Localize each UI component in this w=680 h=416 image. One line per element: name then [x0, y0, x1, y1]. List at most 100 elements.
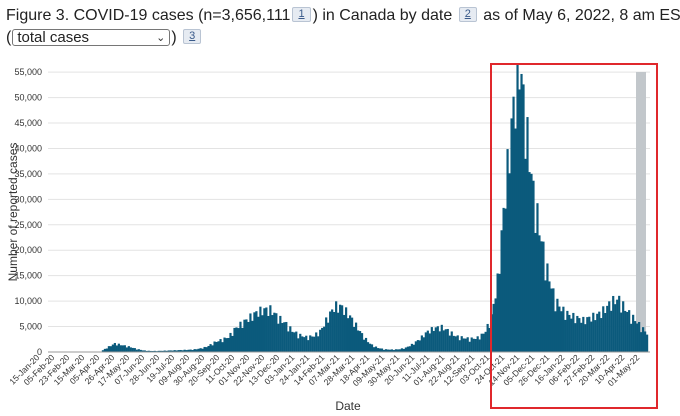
- case-bar: [412, 344, 415, 352]
- case-bar: [167, 350, 170, 352]
- case-bar: [528, 172, 531, 352]
- case-bar: [572, 312, 575, 352]
- case-bar: [301, 336, 304, 352]
- footnote-1-link[interactable]: 1: [292, 7, 311, 22]
- case-bar: [536, 203, 539, 352]
- case-bar: [512, 96, 515, 352]
- case-bar: [149, 350, 152, 352]
- case-bar: [566, 310, 569, 352]
- metric-select[interactable]: total cases ⌄: [12, 29, 171, 47]
- y-tick-label: 45,000: [14, 118, 42, 128]
- case-bar: [287, 331, 290, 352]
- case-bar: [614, 304, 617, 352]
- case-bar: [442, 330, 445, 352]
- case-bar: [396, 349, 400, 352]
- case-bar: [596, 313, 599, 352]
- x-axis-label: Date: [335, 399, 361, 413]
- case-bar: [111, 344, 114, 352]
- case-bar: [291, 331, 294, 352]
- case-bar: [245, 319, 248, 352]
- paren-close: ): [171, 29, 177, 46]
- case-bar: [317, 336, 320, 352]
- case-bar: [315, 332, 318, 352]
- case-bar: [380, 348, 384, 352]
- case-bar: [646, 334, 649, 352]
- chart-bars: [85, 64, 649, 353]
- case-bar: [634, 321, 637, 352]
- case-bar: [444, 329, 447, 352]
- case-bar: [319, 329, 322, 352]
- y-axis-label: Number of reported cases: [6, 143, 20, 282]
- y-tick-label: 20,000: [14, 245, 42, 255]
- case-bar: [185, 350, 188, 352]
- case-bar: [610, 310, 613, 352]
- case-bar: [211, 345, 214, 352]
- case-bar: [189, 349, 192, 352]
- case-bar: [602, 306, 605, 352]
- case-bar: [408, 346, 411, 352]
- case-bar: [325, 317, 328, 352]
- case-bar: [472, 338, 475, 352]
- case-bar: [349, 315, 352, 352]
- case-bar: [480, 333, 483, 352]
- footnote-2-link[interactable]: 2: [458, 7, 477, 22]
- case-bar: [416, 340, 419, 352]
- case-bar: [554, 311, 557, 352]
- case-bar: [462, 338, 465, 352]
- case-bar: [131, 347, 134, 352]
- case-bar: [127, 346, 130, 352]
- case-bar: [297, 338, 300, 352]
- title-text-end: as of May 6, 2022, 8 am EST: [483, 7, 680, 24]
- case-bar: [546, 263, 549, 352]
- y-tick-label: 50,000: [14, 93, 42, 103]
- case-bar: [243, 319, 246, 352]
- case-bar: [410, 343, 413, 352]
- case-bar: [424, 332, 427, 352]
- shaded-period: [636, 72, 646, 352]
- case-bar: [343, 314, 346, 352]
- case-bar: [135, 349, 138, 352]
- case-bar: [201, 348, 204, 352]
- case-bar: [502, 207, 505, 352]
- case-bar: [474, 339, 477, 352]
- case-bar: [329, 311, 332, 352]
- case-bar: [362, 339, 366, 352]
- footnote-3-link[interactable]: 3: [183, 29, 202, 44]
- case-bar: [305, 335, 308, 352]
- case-bar: [255, 311, 258, 352]
- case-bar: [496, 273, 499, 352]
- case-bar: [247, 321, 250, 352]
- case-bar: [626, 311, 629, 352]
- case-bar: [311, 336, 314, 352]
- case-bar: [592, 312, 595, 352]
- y-tick-label: 10,000: [14, 296, 42, 306]
- case-bar: [488, 327, 491, 352]
- case-bar: [458, 340, 461, 352]
- case-bar: [257, 316, 260, 352]
- case-bar: [428, 333, 431, 352]
- case-bar: [295, 331, 298, 352]
- case-bar: [354, 322, 358, 352]
- case-bar: [129, 347, 132, 352]
- case-bar: [221, 342, 224, 352]
- case-bar: [576, 315, 579, 352]
- case-bar: [265, 307, 268, 352]
- y-tick-label: 55,000: [14, 67, 42, 77]
- case-bar: [147, 350, 150, 352]
- case-bar: [145, 350, 148, 352]
- case-bar: [109, 346, 112, 352]
- case-bar: [390, 349, 394, 352]
- case-bar: [486, 323, 489, 352]
- case-bar: [406, 346, 409, 352]
- case-bar: [219, 339, 222, 352]
- case-bar: [103, 348, 107, 352]
- case-bar: [550, 288, 553, 352]
- chevron-down-icon: ⌄: [156, 31, 166, 44]
- case-bar: [504, 208, 507, 352]
- case-bar: [436, 326, 439, 352]
- case-bar: [209, 344, 212, 352]
- case-bar: [347, 318, 350, 352]
- y-tick-label: 0: [37, 347, 42, 357]
- case-bar: [159, 350, 162, 352]
